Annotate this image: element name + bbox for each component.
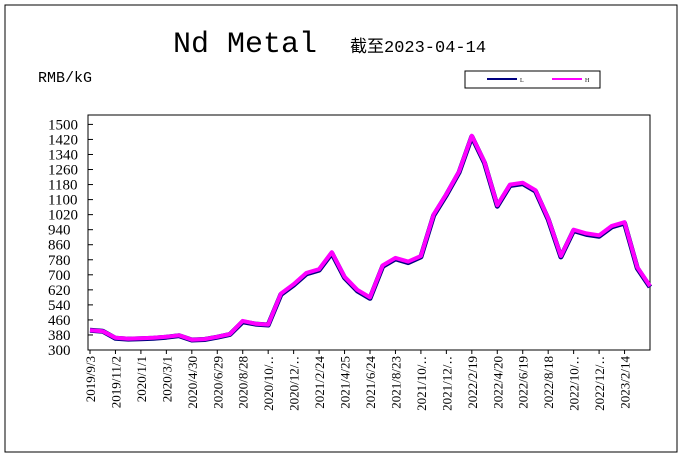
y-tick-label: 780: [48, 253, 71, 269]
x-tick-label: 2022/6/19: [516, 356, 531, 409]
x-tick-label: 2023/2/14: [618, 356, 633, 409]
x-tick-label: 2022/4/20: [490, 356, 505, 409]
y-tick-label: 940: [48, 223, 71, 239]
y-tick-label: 300: [48, 343, 71, 359]
x-tick-label: 2022/8/18: [541, 356, 556, 409]
chart-title: Nd Metal: [173, 28, 317, 62]
x-tick-label: 2020/10/‥: [261, 356, 276, 411]
y-tick-label: 1340: [48, 147, 78, 163]
x-tick-label: 2019/9/3: [83, 356, 98, 402]
x-tick-label: 2019/11/2: [108, 356, 123, 408]
x-tick-label: 2021/6/24: [363, 356, 378, 409]
x-tick-label: 2020/12/‥: [287, 356, 302, 411]
y-tick-label: 620: [48, 283, 71, 299]
y-tick-label: 460: [48, 313, 71, 329]
x-tick-label: 2022/12/‥: [592, 356, 607, 411]
y-axis-label: RMB/kG: [38, 70, 92, 87]
y-tick-label: 1020: [48, 208, 78, 224]
line-series: [89, 134, 653, 343]
y-tick-label: 380: [48, 328, 71, 344]
x-tick-label: 2020/6/29: [210, 356, 225, 409]
x-tick-label: 2020/8/28: [236, 356, 251, 409]
line-series: [89, 133, 652, 342]
x-tick-label: 2021/12/‥: [439, 356, 454, 411]
x-tick-label: 2021/8/23: [388, 356, 403, 409]
x-tick-label: 2022/10/‥: [567, 356, 582, 411]
plot-area: [87, 114, 651, 351]
y-tick-label: 1260: [48, 163, 78, 179]
legend-box: [464, 70, 601, 89]
y-tick-label: 1500: [48, 117, 78, 133]
y-tick-label: 1180: [48, 178, 77, 194]
legend-label: H: [585, 78, 590, 84]
frame: [4, 4, 678, 453]
x-tick-label: 2020/3/1: [159, 356, 174, 402]
x-tick-label: 2022/2/19: [465, 356, 480, 409]
x-tick-label: 2021/4/25: [338, 356, 353, 409]
x-tick-label: 2021/2/24: [312, 356, 327, 409]
legend-label: L: [520, 78, 524, 84]
y-tick-label: 860: [48, 238, 71, 254]
x-tick-label: 2020/4/30: [185, 356, 200, 409]
y-tick-label: 1420: [48, 132, 78, 148]
y-tick-label: 700: [48, 268, 71, 284]
x-tick-label: 2020/1/1: [134, 356, 149, 402]
chart-subtitle: 截至2023-04-14: [350, 37, 486, 58]
y-tick-label: 1100: [48, 193, 77, 209]
y-tick-label: 540: [48, 298, 71, 314]
x-tick-label: 2021/10/‥: [414, 356, 429, 411]
